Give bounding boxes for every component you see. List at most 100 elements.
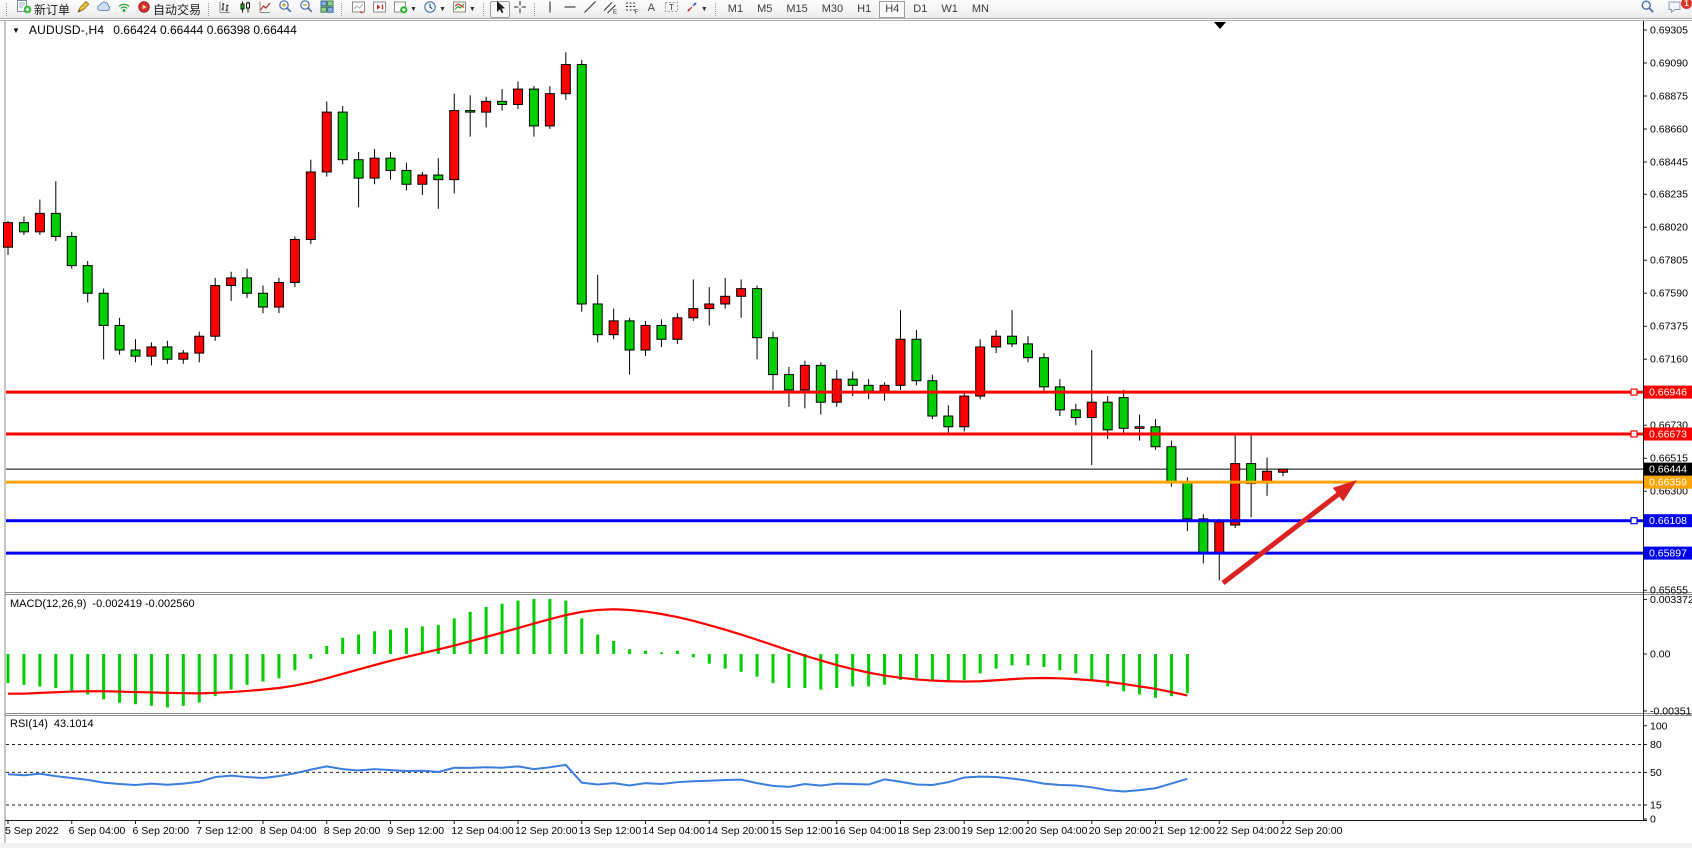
svg-text:20 Sep 04:00: 20 Sep 04:00 [1025, 825, 1088, 837]
auto-scroll-button[interactable] [348, 1, 369, 18]
notifications-button[interactable]: 1 [1664, 0, 1692, 19]
svg-text:8 Sep 04:00: 8 Sep 04:00 [260, 825, 317, 837]
tile-windows-button[interactable] [317, 0, 337, 19]
svg-text:6 Sep 04:00: 6 Sep 04:00 [69, 825, 126, 837]
time-axis: 5 Sep 2022 6 Sep 04:00 6 Sep 20:00 7 Sep 12… [5, 821, 1343, 837]
svg-text:0.68445: 0.68445 [1650, 157, 1688, 169]
trendline-tool-button[interactable] [580, 0, 600, 19]
trend-arrow[interactable] [1221, 480, 1357, 585]
tab-timeframe-mn[interactable]: MN [971, 2, 989, 15]
svg-text:13 Sep 12:00: 13 Sep 12:00 [579, 825, 642, 837]
trendline-icon [583, 0, 597, 19]
horizontal-lines[interactable] [6, 388, 1643, 555]
svg-text:0.66300: 0.66300 [1650, 486, 1688, 498]
svg-text:0.66946: 0.66946 [1649, 387, 1687, 399]
svg-text:F: F [634, 9, 638, 13]
text-tool-button[interactable]: A [642, 1, 661, 18]
bar-chart-button[interactable] [215, 1, 235, 18]
svg-text:0.67590: 0.67590 [1650, 288, 1688, 300]
fibonacci-icon: F [624, 0, 639, 19]
crayon-tool-button[interactable] [73, 0, 93, 19]
chart-shift-button[interactable] [369, 1, 390, 18]
toolbar-drag-handle [208, 2, 211, 16]
svg-text:0.69305: 0.69305 [1650, 25, 1688, 37]
svg-text:80: 80 [1650, 739, 1662, 751]
svg-text:14 Sep 04:00: 14 Sep 04:00 [643, 825, 706, 837]
svg-text:0.68660: 0.68660 [1650, 124, 1688, 136]
svg-text:22 Sep 04:00: 22 Sep 04:00 [1216, 825, 1279, 837]
signal-icon [117, 0, 131, 19]
toolbar-drag-handle [533, 2, 537, 16]
svg-text:12 Sep 20:00: 12 Sep 20:00 [515, 825, 578, 837]
svg-text:0.66359: 0.66359 [1649, 477, 1687, 489]
svg-text:12 Sep 04:00: 12 Sep 04:00 [451, 825, 514, 837]
line-chart-button[interactable] [255, 1, 275, 18]
zoom-in-button[interactable] [275, 0, 296, 18]
svg-text:0.66444: 0.66444 [1649, 464, 1687, 476]
fibonacci-tool-button[interactable]: F [621, 1, 642, 18]
crosshair-icon [513, 0, 527, 19]
autotrading-icon [137, 0, 151, 19]
add-indicator-button[interactable]: ▼ [390, 1, 420, 18]
dropdown-caret-icon: ▼ [438, 5, 446, 13]
tab-timeframe-h4[interactable]: H4 [879, 0, 906, 18]
new-order-button[interactable]: 新订单 [13, 0, 73, 18]
svg-text:T: T [669, 2, 674, 12]
zoom-out-icon [299, 0, 314, 19]
search-icon [1640, 0, 1655, 19]
tab-timeframe-m15[interactable]: M15 [786, 2, 808, 15]
crayon-icon [76, 0, 90, 19]
shift-marker [1214, 22, 1226, 29]
clock-icon [423, 0, 437, 19]
signal-button[interactable] [114, 1, 134, 18]
svg-text:6 Sep 20:00: 6 Sep 20:00 [133, 825, 190, 837]
vertical-line-tool-button[interactable] [541, 1, 560, 18]
svg-text:14 Sep 20:00: 14 Sep 20:00 [706, 825, 769, 837]
autotrading-button[interactable]: 自动交易 [134, 0, 204, 19]
crosshair-tool-button[interactable] [510, 0, 530, 19]
search-button[interactable] [1637, 0, 1658, 19]
svg-text:19 Sep 12:00: 19 Sep 12:00 [961, 825, 1024, 837]
svg-text:21 Sep 12:00: 21 Sep 12:00 [1153, 825, 1216, 837]
svg-text:-0.003519: -0.003519 [1650, 706, 1692, 718]
tab-timeframe-m1[interactable]: M1 [727, 2, 744, 15]
rsi-value: 43.1014 [53, 718, 94, 730]
tab-timeframe-m5[interactable]: M5 [757, 2, 773, 15]
svg-text:0.003372: 0.003372 [1650, 594, 1692, 606]
arrows-tool-button[interactable]: ▼ [682, 1, 711, 18]
tab-timeframe-m30[interactable]: M30 [821, 2, 844, 15]
template-button[interactable]: ▼ [449, 1, 479, 18]
zoom-out-button[interactable] [296, 0, 317, 19]
tab-timeframe-h1[interactable]: H1 [857, 2, 872, 15]
chart-title: ▼ AUDUSD-,H4 0.66424 0.66444 0.66398 0.6… [12, 23, 297, 37]
notification-badge: 1 [1681, 0, 1692, 9]
dropdown-caret-icon: ▼ [700, 5, 708, 13]
new-order-label: 新订单 [34, 2, 71, 17]
svg-text:15: 15 [1650, 800, 1662, 812]
autotrading-label: 自动交易 [153, 2, 202, 17]
vertical-line-icon [544, 0, 556, 19]
cloud-publish-button[interactable] [93, 1, 114, 18]
cursor-tool-button[interactable] [489, 0, 510, 18]
toolbar-drag-handle [341, 2, 344, 16]
price-line-labels: 0.66946 0.66673 0.66359 0.66108 0.65897 0.664… [1644, 385, 1692, 560]
cloud-icon [96, 0, 111, 19]
rsi-name: RSI(14) [10, 718, 48, 730]
svg-text:100: 100 [1650, 720, 1668, 732]
tab-timeframe-d1[interactable]: D1 [913, 2, 928, 15]
equidistant-channel-tool-button[interactable]: E [600, 1, 621, 18]
tab-timeframe-w1[interactable]: W1 [941, 2, 958, 15]
chart-shift-marker-icon[interactable] [1214, 22, 1226, 29]
main-toolbar: 新订单 自动交易 ▼ ▼ ▼ E F A T ▼ M1 M5 M15 M30 H1 H4 D… [0, 0, 1692, 19]
text-label-tool-button[interactable]: T [661, 1, 682, 18]
dropdown-caret-icon: ▼ [468, 5, 476, 13]
tile-windows-icon [320, 0, 334, 19]
horizontal-line-tool-button[interactable] [560, 1, 580, 18]
chart-title-dropdown-icon[interactable]: ▼ [12, 25, 20, 35]
chat-bubble-icon [1667, 0, 1683, 19]
period-button[interactable]: ▼ [420, 0, 449, 19]
candlestick-chart-button[interactable] [235, 1, 255, 18]
svg-text:0.66515: 0.66515 [1650, 453, 1688, 465]
svg-text:15 Sep 12:00: 15 Sep 12:00 [770, 825, 833, 837]
